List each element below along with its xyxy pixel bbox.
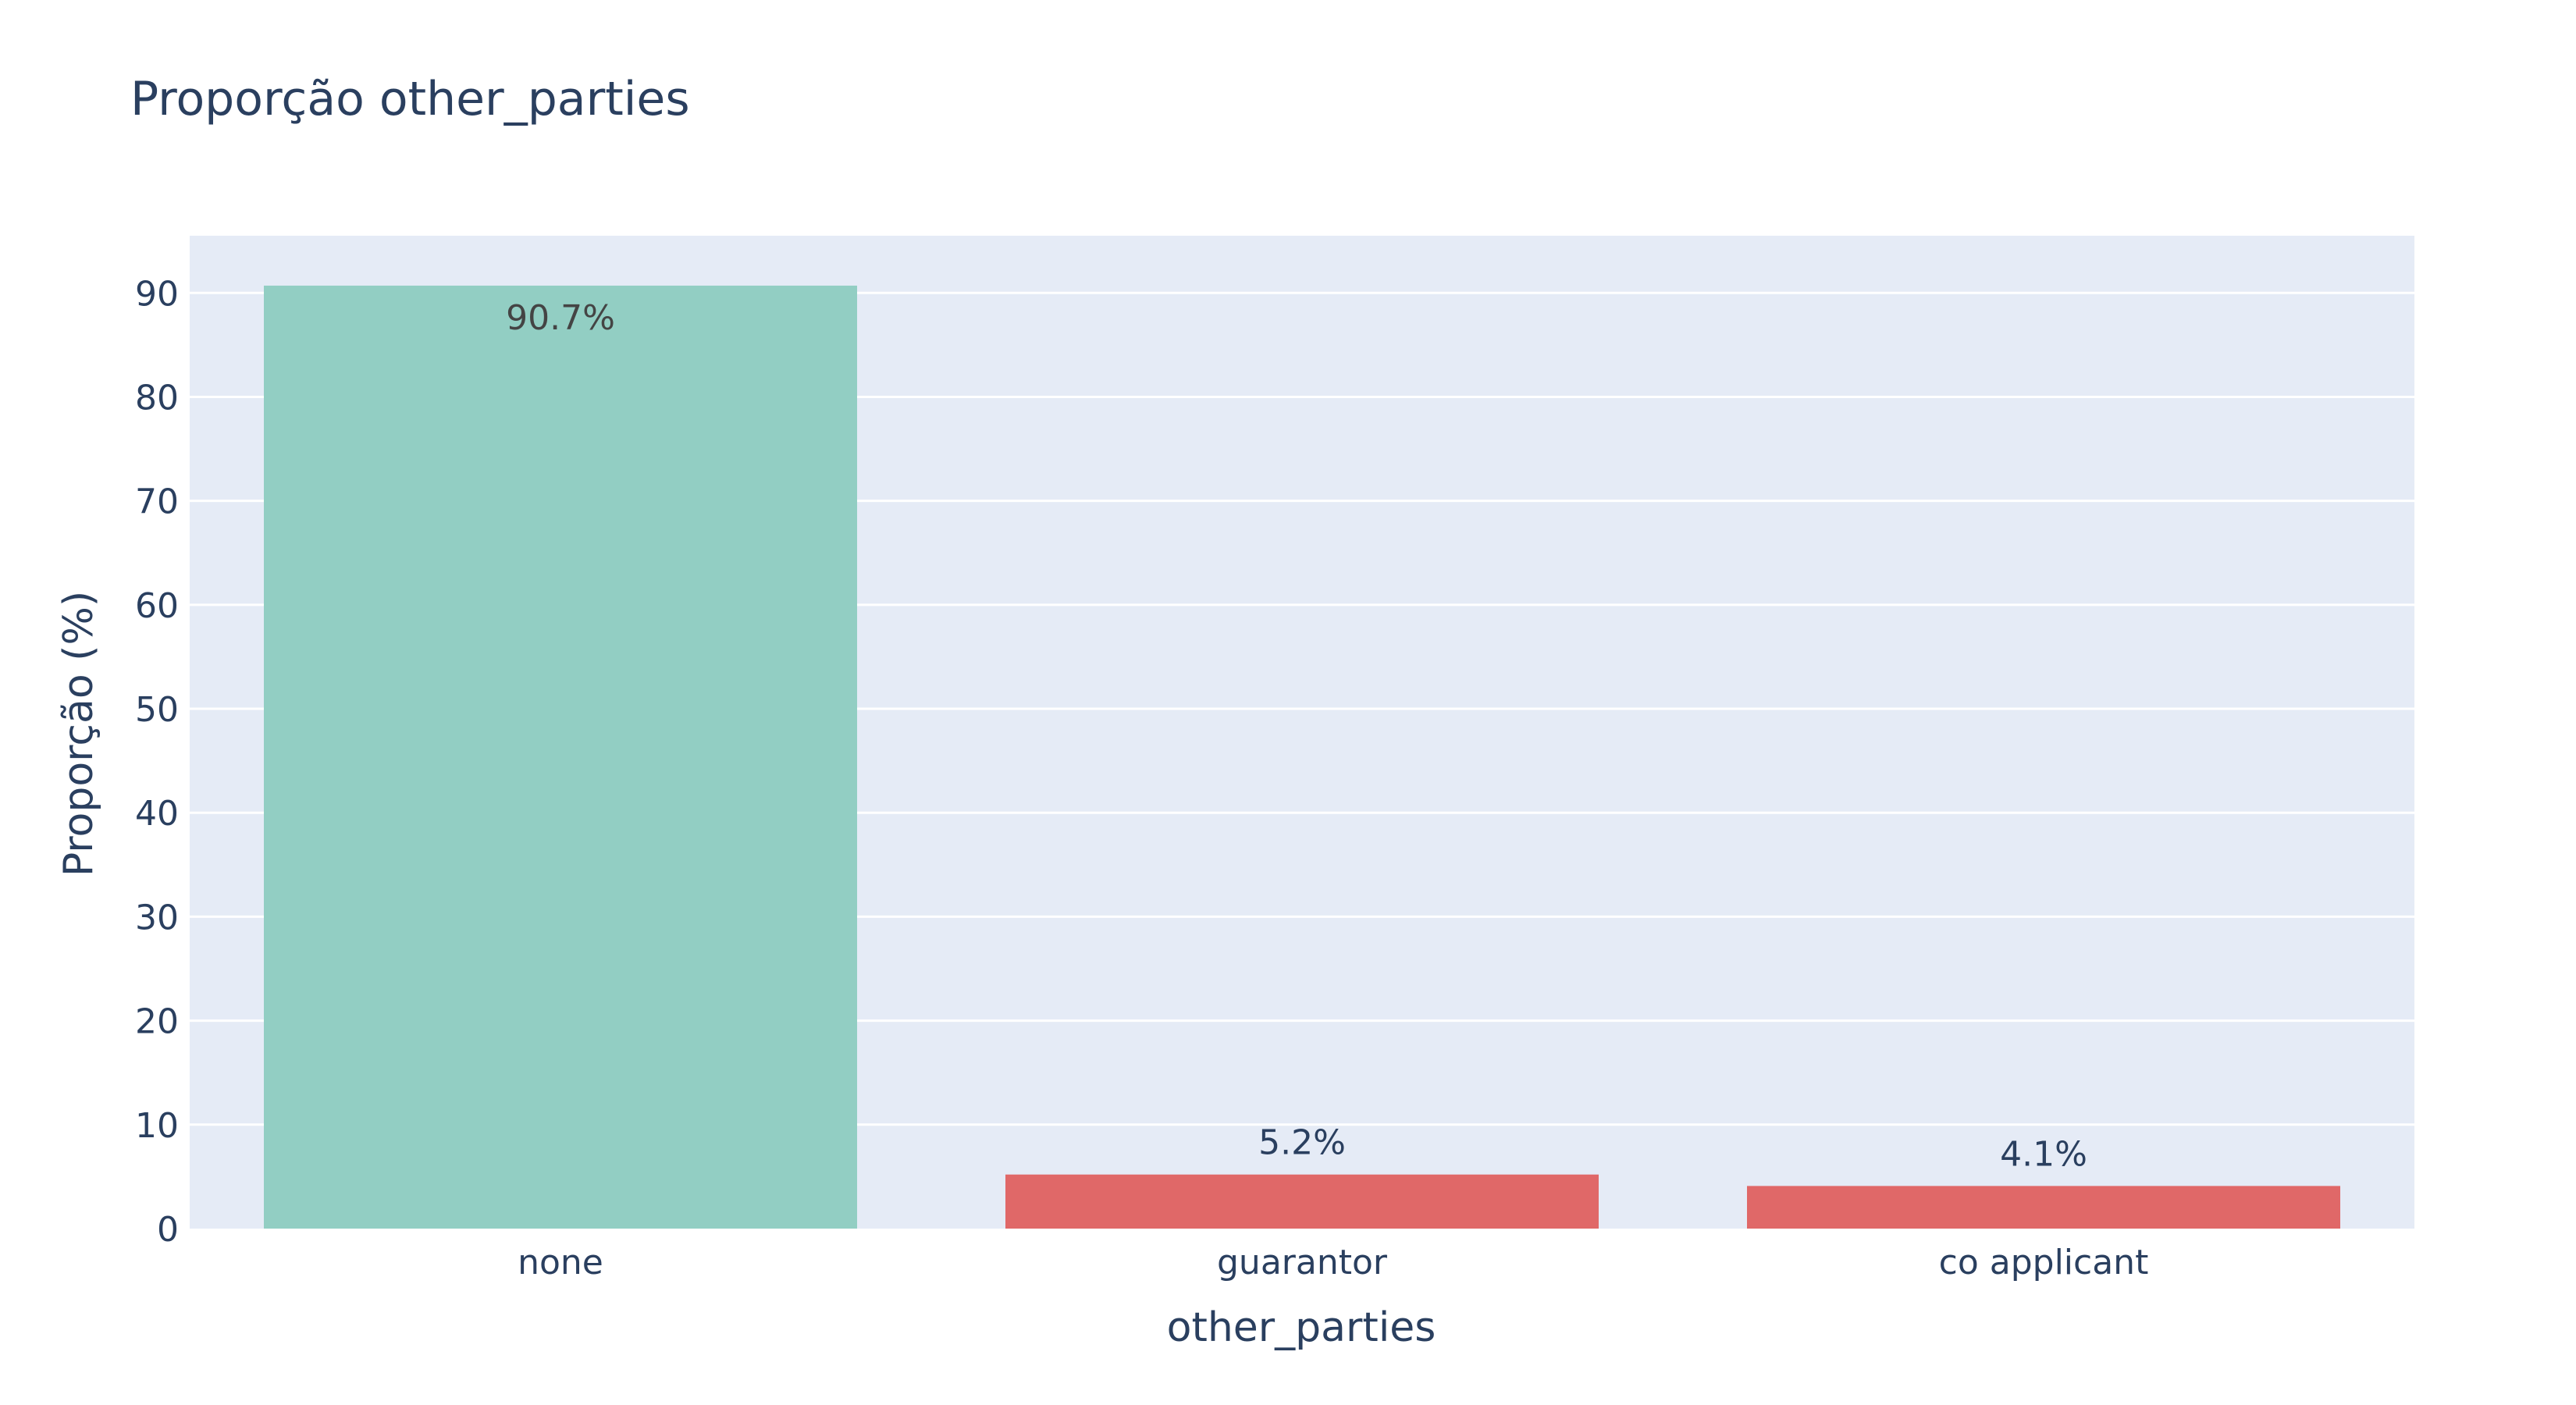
bar-data-label: 4.1% (2000, 1134, 2087, 1174)
data-labels: 90.7% 5.2% 4.1% (506, 298, 2087, 1174)
x-axis-ticks: none guarantor co applicant (518, 1243, 2148, 1282)
bar-co-applicant[interactable] (1747, 1186, 2340, 1229)
bar-data-label: 90.7% (506, 298, 615, 338)
bar-data-label: 5.2% (1258, 1123, 1346, 1163)
bar-guarantor[interactable] (1005, 1174, 1599, 1229)
chart-title: Proporção other_parties (130, 72, 690, 126)
y-axis-ticks: 0 10 20 30 40 50 60 70 80 90 (135, 274, 179, 1250)
y-tick-label: 70 (135, 482, 179, 522)
x-tick-label: co applicant (1939, 1243, 2149, 1282)
y-tick-label: 10 (135, 1106, 179, 1146)
y-tick-label: 0 (157, 1210, 179, 1250)
bar-none[interactable] (264, 285, 857, 1229)
y-tick-label: 80 (135, 378, 179, 418)
bars (264, 285, 2340, 1229)
x-axis-title: other_parties (1167, 1304, 1436, 1351)
x-tick-label: guarantor (1217, 1243, 1388, 1282)
y-tick-label: 30 (135, 898, 179, 937)
y-tick-label: 60 (135, 586, 179, 626)
y-tick-label: 90 (135, 274, 179, 314)
y-axis-title: Proporção (%) (55, 591, 102, 877)
y-tick-label: 40 (135, 794, 179, 834)
y-tick-label: 20 (135, 1002, 179, 1042)
x-tick-label: none (518, 1243, 603, 1282)
y-tick-label: 50 (135, 690, 179, 730)
